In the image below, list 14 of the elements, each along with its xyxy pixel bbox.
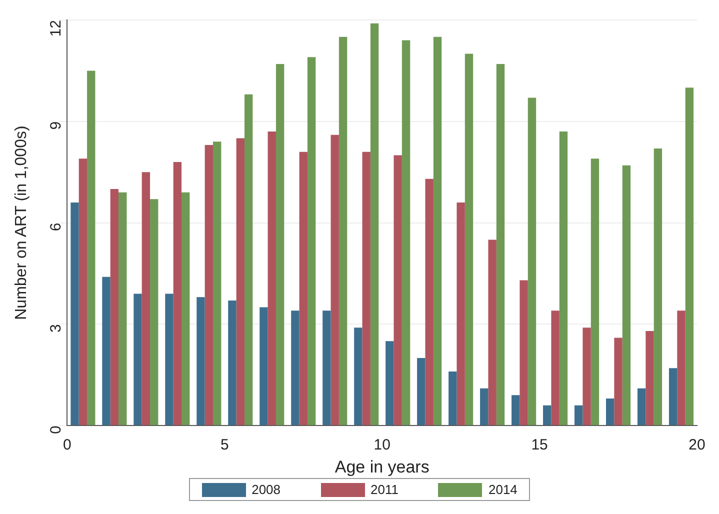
y-tick-label: 6 bbox=[47, 222, 64, 232]
y-tick-label: 12 bbox=[47, 20, 64, 37]
x-tick-label: 5 bbox=[220, 436, 229, 454]
legend-label: 2011 bbox=[370, 482, 398, 497]
y-tick-label: 0 bbox=[47, 426, 64, 434]
y-tick-label: 9 bbox=[47, 121, 64, 130]
y-tick-label: 3 bbox=[47, 324, 64, 333]
x-axis-title: Age in years bbox=[334, 457, 430, 476]
legend-label: 2014 bbox=[488, 482, 518, 497]
legend-label: 2008 bbox=[252, 482, 281, 497]
x-tick-label: 10 bbox=[374, 436, 390, 454]
x-tick-label: 20 bbox=[688, 436, 706, 454]
x-tick-label: 15 bbox=[531, 436, 548, 454]
y-axis-title: Number on ART (in 1,000s) bbox=[13, 126, 30, 320]
